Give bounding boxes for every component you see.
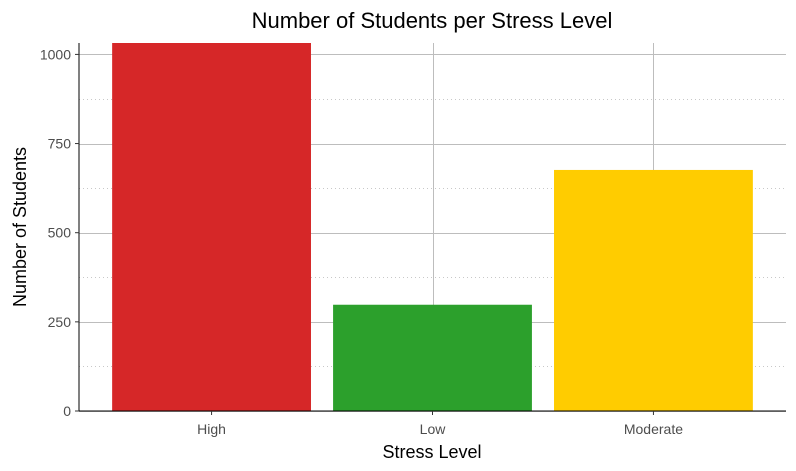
x-tick-label: Moderate [624,421,683,437]
bar-moderate [554,169,753,411]
y-tick-label: 1000 [40,46,71,62]
y-tick-label: 750 [48,136,72,152]
y-tick-label: 0 [63,403,71,419]
y-tick-label: 250 [48,314,72,330]
y-tick-label: 500 [48,225,72,241]
x-axis-title: Stress Level [382,442,481,462]
bar-low [333,304,532,411]
y-tick-labels: 0 250 500 750 1000 [40,46,79,419]
x-tick-labels: High Low Moderate [197,411,683,437]
y-axis-title: Number of Students [10,147,30,307]
bars [112,43,753,411]
x-tick-label: Low [420,421,447,437]
x-tick-label: High [197,421,226,437]
chart-title: Number of Students per Stress Level [252,8,613,33]
bar-high [112,43,311,411]
